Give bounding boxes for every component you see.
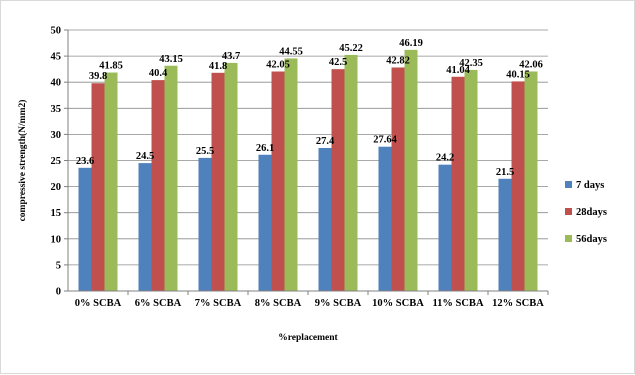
- legend-swatch: [565, 208, 572, 215]
- bar-28days: [91, 83, 105, 291]
- data-label: 42.35: [459, 58, 483, 69]
- data-label: 21.5: [496, 167, 514, 178]
- data-label: 25.5: [196, 146, 214, 157]
- data-label: 44.55: [279, 46, 303, 57]
- data-label: 41.8: [209, 61, 227, 72]
- y-tick-label: 25: [51, 156, 62, 167]
- x-tick-label: 11% SCBA: [432, 298, 483, 309]
- data-label: 24.5: [136, 151, 154, 162]
- data-label: 39.8: [89, 71, 107, 82]
- y-tick-label: 5: [56, 260, 61, 271]
- x-tick-label: 10% SCBA: [372, 298, 424, 309]
- bar-7-days: [258, 154, 272, 291]
- bar-56days: [224, 62, 238, 291]
- y-tick-label: 35: [51, 104, 62, 115]
- bars: [78, 49, 538, 292]
- x-tick-label: 9% SCBA: [315, 298, 362, 309]
- x-tick-label: 7% SCBA: [195, 298, 242, 309]
- bar-56days: [404, 49, 418, 291]
- x-axis-title: %replacement: [278, 333, 338, 343]
- axes: 0 5 10 15 20 25 30 35 40 45 50 0% SCBA 6% SCBA 7% SCB…: [51, 26, 549, 309]
- data-label: 27.64: [373, 135, 397, 146]
- data-label: 24.2: [436, 153, 454, 164]
- legend-label: 7 days: [576, 180, 604, 191]
- bar-7-days: [138, 163, 152, 291]
- legend-label: 56days: [576, 234, 607, 245]
- y-tick-label: 0: [56, 287, 61, 298]
- bar-56days: [164, 65, 178, 291]
- bar-28days: [511, 81, 525, 292]
- bar-7-days: [78, 167, 92, 291]
- data-label: 40.4: [149, 68, 168, 79]
- legend-label: 28days: [576, 207, 607, 218]
- bar-56days: [284, 58, 298, 291]
- y-tick-label: 40: [51, 78, 62, 89]
- y-tick-label: 45: [51, 52, 62, 63]
- x-tick-label: 12% SCBA: [492, 298, 544, 309]
- y-axis-title: compressive strength(N/mm2): [17, 100, 28, 222]
- data-label: 42.05: [266, 59, 290, 70]
- y-tick-label: 30: [51, 130, 62, 141]
- data-label: 46.19: [399, 38, 423, 49]
- x-tick-label: 0% SCBA: [75, 298, 122, 309]
- bar-56days: [104, 72, 118, 291]
- x-tick-label: 6% SCBA: [135, 298, 182, 309]
- bar-28days: [391, 67, 405, 291]
- bar-28days: [151, 80, 165, 291]
- legend-swatch: [565, 181, 572, 188]
- bar-7-days: [318, 147, 332, 291]
- data-labels: 23.6 39.841.85 24.5 40.4 43.15 25.5 41.843.7 26…: [76, 38, 543, 178]
- data-label: 43.7: [222, 51, 240, 62]
- bar-7-days: [378, 146, 392, 291]
- bar-28days: [211, 72, 225, 291]
- bar-7-days: [438, 164, 452, 291]
- data-label: 27.4: [316, 136, 335, 147]
- data-label: 42.82: [386, 55, 410, 66]
- data-label: 42.06: [519, 59, 543, 70]
- data-label: 26.1: [256, 143, 274, 154]
- bar-28days: [271, 71, 285, 292]
- data-label: 42.5: [329, 57, 347, 68]
- y-tick-label: 50: [51, 26, 62, 37]
- data-label: 23.6: [76, 156, 94, 167]
- legend-swatch: [565, 235, 572, 242]
- bar-56days: [464, 69, 478, 291]
- data-label: 45.22: [339, 43, 363, 54]
- data-label: 43.15: [159, 54, 183, 65]
- y-tick-label: 10: [51, 234, 62, 245]
- bar-7-days: [498, 178, 512, 291]
- data-label: 41.85: [99, 61, 123, 72]
- x-tick-label: 8% SCBA: [255, 298, 302, 309]
- bar-28days: [331, 69, 345, 292]
- data-label: 41.04: [446, 65, 470, 76]
- bar-56days: [344, 54, 358, 291]
- bar-56days: [524, 71, 538, 291]
- y-tick-label: 20: [51, 182, 62, 193]
- y-tick-label: 15: [51, 208, 62, 219]
- bar-7-days: [198, 157, 212, 291]
- data-label: 40.15: [506, 69, 530, 80]
- bar-28days: [451, 76, 465, 291]
- legend: 7 days 28days 56days: [565, 180, 607, 245]
